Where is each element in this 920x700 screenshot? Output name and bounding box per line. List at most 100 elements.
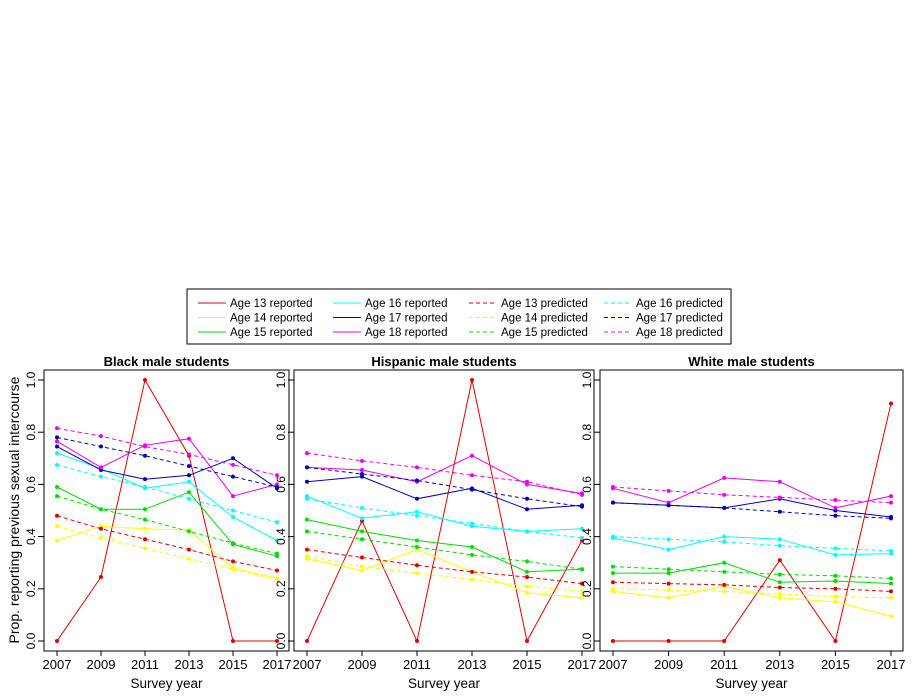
y-tick-label: 0.2 [274,580,288,597]
data-point [470,378,474,382]
x-tick-label: 2009 [348,657,377,672]
series-age-13-reported [305,378,584,643]
data-point [187,496,191,501]
series-age-15-predicted [55,494,279,556]
series-age-15-reported [611,560,893,586]
series-age-17-predicted [55,435,279,490]
data-point [525,584,529,589]
data-point [666,581,671,586]
data-point [889,595,893,600]
data-point [833,513,838,518]
data-point [777,580,782,585]
data-point [360,516,364,521]
data-point [470,577,474,582]
data-point [305,451,309,456]
x-tick-label: 2007 [293,657,322,672]
series-age-14-reported [305,547,584,600]
data-point [525,575,529,580]
series-line-age-15-predicted [56,495,278,555]
data-point [611,500,615,505]
series-line-age-15-reported [306,519,583,573]
plot-frame [599,369,904,652]
panel-title: Hispanic male students [371,354,516,369]
x-axis-label: Survey year [130,676,203,691]
data-point [833,578,838,583]
series-line-age-15-reported [613,562,892,585]
data-point [777,572,782,577]
data-point [525,529,529,534]
data-point [611,586,615,591]
data-point [580,567,584,572]
panel-black-male-students: Black male students 0.0 0.2 0.4 0.6 0.8 1.0 200… [24,354,291,691]
legend-label-age-17-reported: Age 17 reported [365,313,447,325]
data-point [55,494,59,499]
panel-white-male-students: White male students 0.0 0.2 0.4 0.6 0.8 1.0 200… [580,354,905,691]
legend-label-age-15-reported: Age 15 reported [230,327,312,339]
data-point [187,436,191,441]
data-point [360,468,364,473]
data-point [305,639,309,643]
data-point [777,537,782,542]
data-point [55,485,59,490]
data-point [525,590,529,595]
data-point [580,589,584,594]
data-point [889,614,893,619]
y-tick-label: 1.0 [274,371,288,388]
data-point [187,547,191,552]
data-point [722,539,727,544]
data-point [666,639,671,643]
x-tick-label: 2011 [131,657,159,672]
series-age-15-reported [55,485,279,559]
data-point [666,488,671,493]
data-point [187,464,191,469]
data-point [777,558,782,563]
data-point [833,639,838,643]
series-age-16-predicted [611,534,893,553]
data-point [833,573,838,578]
data-point [777,585,782,590]
data-point [99,507,103,512]
data-point [143,485,147,490]
x-tick-label: 2007 [599,657,628,672]
y-tick-label: 0.2 [24,580,38,597]
legend-label-age-18-predicted: Age 18 predicted [636,327,723,339]
data-point [889,576,893,581]
series-line-age-14-reported [56,525,278,579]
data-point [666,567,671,572]
series-line-age-13-reported [306,379,583,643]
data-point [275,639,279,643]
data-point [231,474,235,479]
data-point [666,571,671,576]
data-point [470,545,474,550]
series-line-age-18-predicted [56,427,278,476]
data-point [305,479,309,484]
data-point [611,571,615,576]
data-point [722,492,727,497]
series-age-14-predicted [55,524,279,582]
data-point [833,505,838,510]
series-line-age-16-reported [306,495,583,532]
series-line-age-14-predicted [56,525,278,581]
data-point [889,401,893,406]
data-point [722,475,727,480]
series-age-13-predicted [611,580,893,594]
data-point [55,439,59,444]
data-point [580,581,584,586]
series-age-15-predicted [305,529,584,572]
x-tick-label: 2013 [175,657,204,672]
x-axis-label: Survey year [408,676,481,691]
y-tick-label: 0.6 [274,476,288,493]
series-line-age-14-predicted [612,588,892,599]
data-point [231,559,235,564]
series-age-18-predicted [55,426,279,478]
x-tick-label: 2017 [568,657,597,672]
series-age-13-predicted [55,513,279,573]
data-point [360,505,364,510]
data-point [143,453,147,458]
y-tick-label: 0.6 [580,476,594,493]
data-point [55,639,59,643]
series-age-18-reported [305,453,584,496]
data-point [777,509,782,514]
x-tick-label: 2017 [263,657,292,672]
data-point [99,535,103,540]
